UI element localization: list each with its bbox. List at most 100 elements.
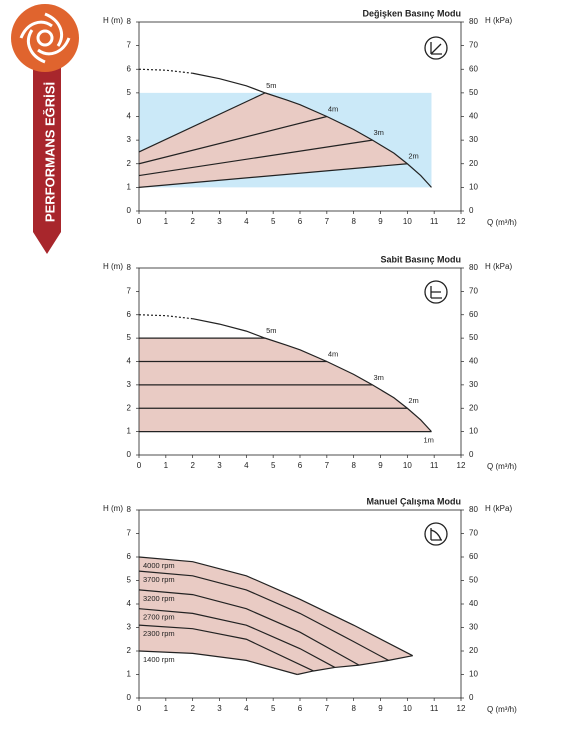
series-line: [138, 139, 373, 177]
ribbon: [33, 66, 61, 254]
x-tick-label: 8: [351, 217, 356, 226]
y-tick-label: 5: [127, 576, 132, 585]
series-line: [138, 163, 408, 188]
series-label: 3m: [373, 128, 383, 137]
y-tick-label: 0: [127, 693, 132, 702]
series-label: 5m: [266, 81, 276, 90]
y-tick-label: 2: [127, 403, 132, 412]
y2-tick-label: 80: [469, 263, 478, 272]
y-tick-label: 1: [127, 427, 132, 436]
y-tick-label: 2: [127, 646, 132, 655]
x-tick-label: 2: [190, 217, 195, 226]
x-tick-label: 4: [244, 461, 249, 470]
x-tick-label: 9: [378, 704, 383, 713]
y2-axis-label: H (kPa): [485, 16, 512, 25]
series-label: 1400 rpm: [143, 655, 175, 664]
x-tick-label: 6: [298, 704, 303, 713]
fill-area: [139, 557, 413, 675]
y2-tick-label: 20: [469, 403, 478, 412]
x-tick-label: 1: [164, 461, 169, 470]
logo-swirl: [19, 12, 71, 64]
y2-tick-label: 0: [469, 693, 474, 702]
x-tick-label: 2: [190, 461, 195, 470]
series-label: 3200 rpm: [143, 594, 175, 603]
series-label: 1m: [423, 436, 433, 445]
y2-tick-label: 70: [469, 529, 478, 538]
y-tick-label: 4: [127, 112, 132, 121]
x-tick-label: 10: [403, 217, 412, 226]
series-label: 3m: [373, 373, 383, 382]
y2-tick-label: 60: [469, 552, 478, 561]
logo: PERFORMANS EĞRİSİ: [11, 4, 79, 254]
y2-tick-label: 40: [469, 599, 478, 608]
series-label: 2m: [408, 152, 418, 161]
series-line: [138, 115, 327, 165]
x-tick-label: 11: [430, 217, 439, 226]
x-tick-label: 4: [244, 704, 249, 713]
y2-tick-label: 30: [469, 380, 478, 389]
chart-title: Değişken Basınç Modu: [362, 8, 461, 18]
y2-tick-label: 60: [469, 64, 478, 73]
y-tick-label: 5: [127, 333, 132, 342]
y-tick-label: 3: [127, 135, 132, 144]
x-tick-label: 1: [164, 217, 169, 226]
x-tick-label: 11: [430, 461, 439, 470]
x-tick-label: 10: [403, 461, 412, 470]
y2-tick-label: 80: [469, 17, 478, 26]
y-tick-label: 0: [127, 450, 132, 459]
x-tick-label: 1: [164, 704, 169, 713]
y2-tick-label: 30: [469, 623, 478, 632]
series-label: 2700 rpm: [143, 613, 175, 622]
logo-circle: [11, 4, 79, 72]
x-tick-label: 3: [217, 704, 222, 713]
x-tick-label: 3: [217, 461, 222, 470]
y-axis-label: H (m): [103, 504, 123, 513]
chart-title: Sabit Basınç Modu: [380, 254, 461, 264]
y-tick-label: 8: [127, 17, 132, 26]
y2-tick-label: 10: [469, 670, 478, 679]
max-curve-dashed: [138, 314, 193, 320]
x-tick-label: 5: [271, 704, 276, 713]
mode-icons: [424, 36, 448, 546]
x-tick-label: 0: [137, 461, 142, 470]
y-tick-label: 8: [127, 263, 132, 272]
y-axis-label: H (m): [103, 16, 123, 25]
y-tick-label: 6: [127, 310, 132, 319]
fill-area: [139, 92, 408, 188]
series-label: 2300 rpm: [143, 629, 175, 638]
x-tick-label: 9: [378, 217, 383, 226]
y-tick-label: 5: [127, 88, 132, 97]
y2-axis-label: H (kPa): [485, 504, 512, 513]
y2-tick-label: 20: [469, 646, 478, 655]
y2-tick-label: 10: [469, 182, 478, 191]
y-tick-label: 7: [127, 529, 132, 538]
y2-tick-label: 0: [469, 450, 474, 459]
y2-tick-label: 10: [469, 427, 478, 436]
y2-axis-label: H (kPa): [485, 262, 512, 271]
y-tick-label: 4: [127, 357, 132, 366]
series-line: [138, 556, 413, 657]
chart-title: Manuel Çalışma Modu: [366, 496, 461, 506]
x-tick-label: 0: [137, 704, 142, 713]
y2-tick-label: 50: [469, 576, 478, 585]
y2-tick-label: 60: [469, 310, 478, 319]
x-tick-label: 12: [457, 217, 466, 226]
x-axis-label: Q (m³/h): [487, 218, 517, 227]
y-tick-label: 1: [127, 182, 132, 191]
y2-tick-label: 70: [469, 286, 478, 295]
x-tick-label: 5: [271, 461, 276, 470]
y2-tick-label: 50: [469, 333, 478, 342]
y-axis-label: H (m): [103, 262, 123, 271]
x-tick-label: 12: [457, 461, 466, 470]
x-tick-label: 12: [457, 704, 466, 713]
series-line: [138, 589, 360, 666]
x-tick-label: 8: [351, 461, 356, 470]
y-tick-label: 0: [127, 206, 132, 215]
series-label: 4000 rpm: [143, 561, 175, 570]
y2-tick-label: 50: [469, 88, 478, 97]
y2-tick-label: 80: [469, 505, 478, 514]
x-tick-label: 10: [403, 704, 412, 713]
x-tick-label: 7: [325, 704, 330, 713]
y-tick-label: 7: [127, 41, 132, 50]
